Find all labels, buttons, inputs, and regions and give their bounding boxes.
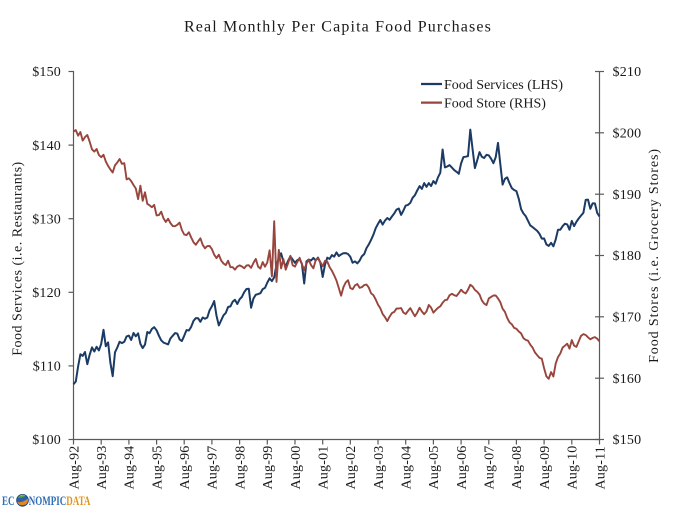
- svg-text:EC: EC: [2, 495, 15, 509]
- svg-text:Aug-93: Aug-93: [95, 446, 110, 490]
- svg-text:NOMPIC: NOMPIC: [29, 495, 67, 509]
- svg-text:Food Stores (i.e. Grocery Stor: Food Stores (i.e. Grocery Stores): [647, 148, 662, 363]
- svg-text:$110: $110: [33, 360, 61, 375]
- svg-text:Aug-97: Aug-97: [206, 446, 221, 490]
- svg-text:Aug-01: Aug-01: [317, 446, 332, 490]
- svg-text:$190: $190: [613, 188, 642, 203]
- svg-text:Aug-03: Aug-03: [372, 446, 387, 490]
- svg-text:Aug-05: Aug-05: [427, 446, 442, 490]
- svg-text:Real Monthly Per Capita Food P: Real Monthly Per Capita Food Purchases: [184, 19, 492, 36]
- svg-text:DATA: DATA: [66, 495, 90, 509]
- svg-text:$130: $130: [32, 212, 61, 227]
- svg-text:Aug-94: Aug-94: [123, 446, 138, 490]
- svg-text:$180: $180: [613, 249, 642, 264]
- svg-text:$150: $150: [32, 65, 61, 80]
- svg-text:Food Store (RHS): Food Store (RHS): [444, 96, 546, 111]
- svg-text:Aug-95: Aug-95: [150, 446, 165, 490]
- svg-text:Aug-02: Aug-02: [344, 446, 359, 490]
- svg-text:$210: $210: [613, 65, 642, 80]
- svg-text:Aug-92: Aug-92: [67, 446, 82, 490]
- svg-text:$120: $120: [32, 286, 61, 301]
- svg-text:$170: $170: [613, 311, 642, 326]
- svg-text:$100: $100: [32, 433, 61, 448]
- svg-text:$140: $140: [32, 139, 61, 154]
- svg-text:Food Services (LHS): Food Services (LHS): [444, 78, 563, 93]
- svg-text:Aug-96: Aug-96: [178, 446, 193, 490]
- svg-text:Aug-09: Aug-09: [538, 446, 553, 490]
- svg-text:Aug-07: Aug-07: [483, 446, 498, 490]
- svg-text:Aug-06: Aug-06: [455, 446, 470, 490]
- svg-text:$150: $150: [613, 433, 642, 448]
- svg-text:Aug-98: Aug-98: [233, 446, 248, 490]
- svg-text:Aug-11: Aug-11: [593, 446, 608, 489]
- svg-text:Aug-04: Aug-04: [400, 446, 415, 490]
- svg-text:Aug-99: Aug-99: [261, 446, 276, 490]
- svg-text:$160: $160: [613, 372, 642, 387]
- svg-text:Aug-08: Aug-08: [510, 446, 525, 490]
- svg-text:Aug-10: Aug-10: [566, 446, 581, 490]
- svg-text:Aug-00: Aug-00: [289, 446, 304, 490]
- svg-text:$200: $200: [613, 127, 642, 142]
- svg-text:Food Services (i.e. Restaurant: Food Services (i.e. Restaurants): [11, 161, 26, 355]
